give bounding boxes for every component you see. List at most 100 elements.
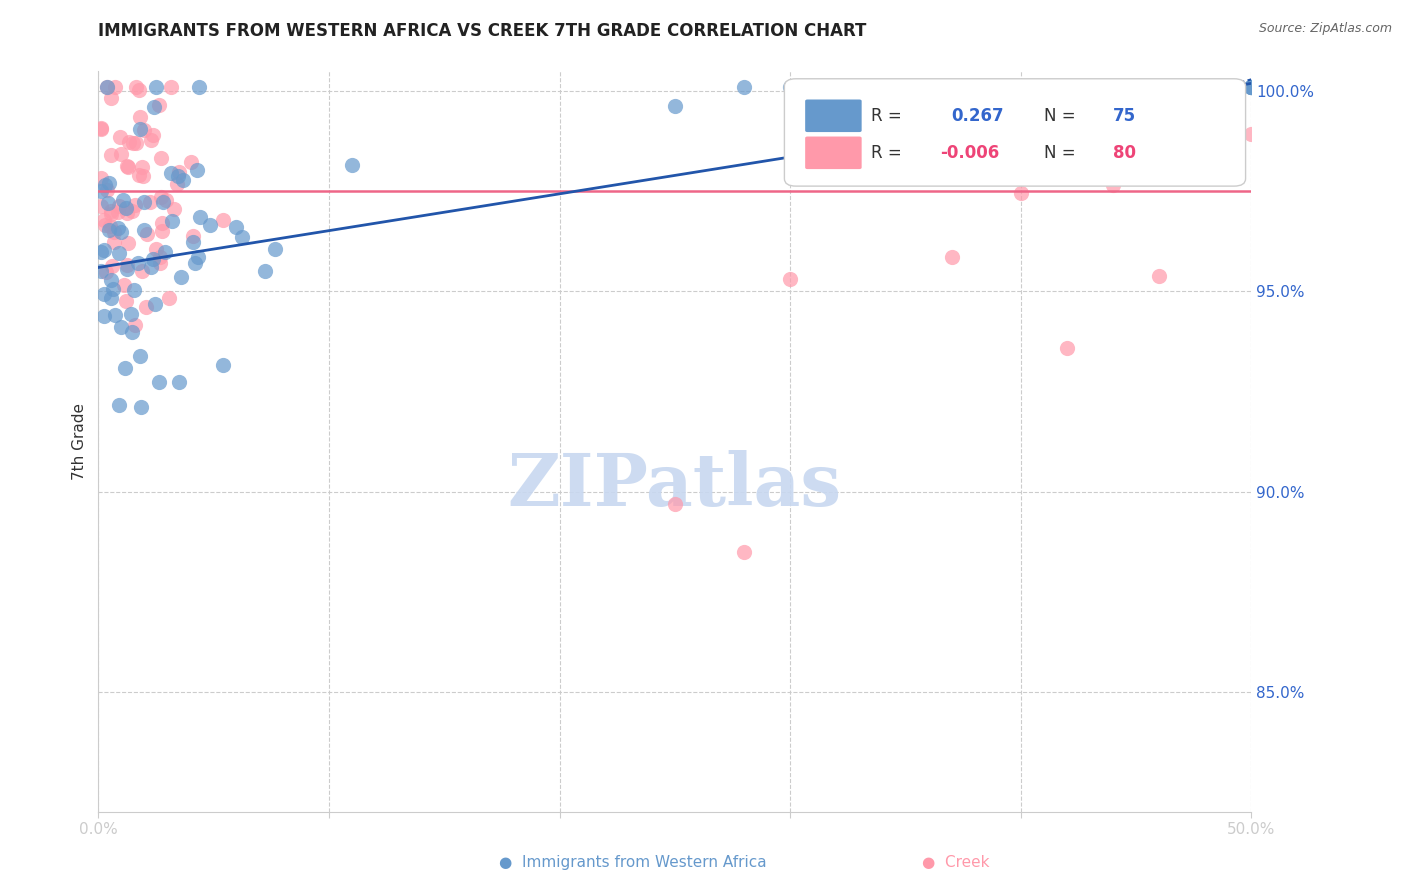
Point [231, 230, 253, 244]
Point [152, 224, 174, 238]
Point [124, 136, 146, 150]
Point [93, 287, 115, 301]
Point [155, 193, 177, 207]
Point [152, 195, 174, 210]
Point [186, 162, 208, 177]
Point [1010, 186, 1032, 200]
Point [166, 177, 188, 191]
Point [124, 198, 146, 212]
Point [779, 272, 801, 286]
Point [172, 172, 194, 186]
Point [114, 293, 136, 308]
Point [1125, 144, 1147, 158]
Point [149, 189, 172, 203]
Text: N =: N = [1043, 107, 1081, 125]
Point [110, 319, 132, 334]
Point [733, 80, 755, 95]
Point [170, 270, 193, 285]
Point [169, 376, 191, 390]
Point [125, 80, 148, 95]
Point [94, 178, 117, 193]
Point [187, 250, 209, 264]
Point [1194, 141, 1216, 155]
Point [180, 155, 202, 169]
Point [100, 260, 122, 274]
Point [94, 218, 117, 232]
Point [127, 256, 149, 270]
Point [128, 169, 150, 183]
Point [100, 273, 122, 287]
Point [142, 100, 165, 114]
Point [121, 136, 143, 150]
Point [107, 204, 129, 219]
Point [143, 296, 166, 310]
Point [90, 245, 112, 260]
Point [340, 159, 363, 173]
Point [1147, 268, 1170, 283]
Point [117, 205, 139, 219]
Point [139, 133, 162, 147]
Point [163, 202, 186, 216]
Text: ZIPatlas: ZIPatlas [508, 450, 842, 522]
Point [1171, 166, 1194, 180]
Point [138, 194, 160, 209]
Point [848, 80, 870, 95]
Point [96, 183, 118, 197]
Text: R =: R = [870, 107, 907, 125]
Point [103, 235, 125, 249]
Point [149, 250, 172, 264]
FancyBboxPatch shape [806, 136, 862, 169]
Point [264, 242, 287, 256]
Point [90, 121, 112, 136]
Point [110, 130, 132, 145]
Point [941, 250, 963, 264]
Point [211, 213, 233, 227]
Point [134, 194, 156, 209]
Point [181, 229, 204, 244]
Point [131, 264, 153, 278]
Point [1240, 80, 1263, 95]
Point [93, 309, 115, 323]
Point [104, 309, 127, 323]
Text: -0.006: -0.006 [941, 144, 1000, 161]
Point [110, 225, 132, 239]
Point [1240, 80, 1263, 95]
Point [100, 291, 122, 305]
Point [128, 350, 150, 364]
Point [115, 201, 138, 215]
Point [145, 80, 167, 95]
Point [132, 169, 155, 184]
Point [211, 358, 233, 372]
Point [115, 261, 138, 276]
Point [664, 497, 686, 511]
Point [118, 135, 141, 149]
Point [114, 360, 136, 375]
Point [963, 97, 986, 112]
Point [115, 159, 138, 173]
Point [131, 161, 153, 175]
Point [93, 243, 115, 257]
Point [142, 128, 165, 142]
Point [101, 282, 124, 296]
Point [1194, 80, 1216, 95]
Point [122, 283, 145, 297]
Y-axis label: 7th Grade: 7th Grade [72, 403, 87, 480]
Point [779, 80, 801, 95]
Point [253, 264, 276, 278]
Point [100, 203, 122, 218]
Point [160, 214, 183, 228]
Point [149, 256, 172, 270]
Text: ●  Immigrants from Western Africa: ● Immigrants from Western Africa [499, 855, 766, 870]
Point [120, 308, 142, 322]
Point [90, 199, 112, 213]
Point [142, 252, 165, 266]
FancyBboxPatch shape [785, 78, 1246, 186]
Point [1240, 80, 1263, 95]
Point [157, 291, 180, 305]
Point [159, 166, 181, 180]
Point [153, 245, 176, 260]
Point [169, 165, 191, 179]
Point [1240, 128, 1263, 142]
Point [100, 207, 122, 221]
Point [100, 90, 122, 104]
